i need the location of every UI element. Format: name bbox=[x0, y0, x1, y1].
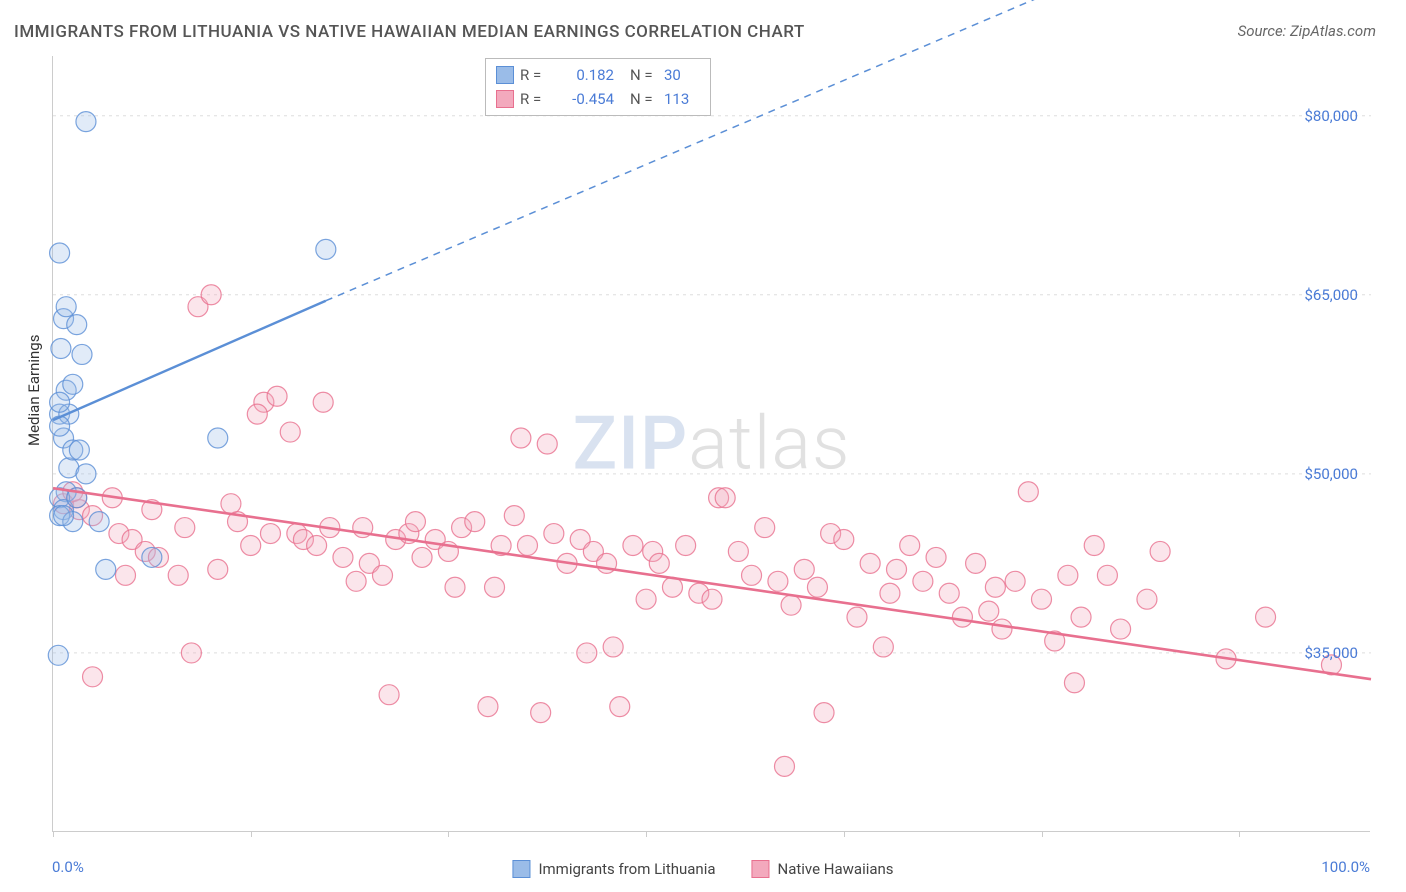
swatch-icon bbox=[512, 860, 530, 878]
r-value: -0.454 bbox=[554, 90, 614, 108]
legend-row-series-0: R = 0.182 N = 30 bbox=[496, 63, 700, 87]
y-tick-label: $80,000 bbox=[1304, 107, 1358, 125]
n-value: 113 bbox=[664, 90, 700, 108]
n-value: 30 bbox=[664, 66, 700, 84]
series-legend: Immigrants from Lithuania Native Hawaiia… bbox=[512, 860, 893, 878]
n-label: N = bbox=[630, 66, 658, 84]
y-tick-label: $35,000 bbox=[1304, 644, 1358, 662]
legend-row-series-1: R = -0.454 N = 113 bbox=[496, 87, 700, 111]
x-tick-mark bbox=[53, 831, 54, 837]
swatch-icon bbox=[496, 66, 514, 84]
legend-item-1: Native Hawaiians bbox=[752, 860, 894, 878]
swatch-icon bbox=[752, 860, 770, 878]
x-tick-min: 0.0% bbox=[52, 858, 84, 876]
y-axis-label: Median Earnings bbox=[25, 335, 43, 446]
chart-title: IMMIGRANTS FROM LITHUANIA VS NATIVE HAWA… bbox=[14, 22, 805, 42]
plot-area: ZIPatlas $35,000$50,000$65,000$80,000 bbox=[52, 56, 1370, 832]
y-tick-label: $65,000 bbox=[1304, 286, 1358, 304]
chart-container: IMMIGRANTS FROM LITHUANIA VS NATIVE HAWA… bbox=[0, 0, 1406, 892]
x-tick-mark bbox=[1239, 831, 1240, 837]
chart-svg bbox=[53, 56, 1371, 832]
legend-item-0: Immigrants from Lithuania bbox=[512, 860, 715, 878]
legend-label: Immigrants from Lithuania bbox=[538, 860, 715, 878]
r-label: R = bbox=[520, 90, 548, 108]
y-tick-label: $50,000 bbox=[1304, 465, 1358, 483]
r-label: R = bbox=[520, 66, 548, 84]
x-tick-mark bbox=[646, 831, 647, 837]
x-tick-max: 100.0% bbox=[1321, 858, 1370, 876]
swatch-icon bbox=[496, 90, 514, 108]
x-tick-mark bbox=[1042, 831, 1043, 837]
x-tick-mark bbox=[844, 831, 845, 837]
r-value: 0.182 bbox=[554, 66, 614, 84]
legend-label: Native Hawaiians bbox=[778, 860, 894, 878]
x-tick-mark bbox=[251, 831, 252, 837]
x-tick-mark bbox=[448, 831, 449, 837]
n-label: N = bbox=[630, 90, 658, 108]
correlation-legend: R = 0.182 N = 30 R = -0.454 N = 113 bbox=[485, 58, 711, 116]
source-attribution: Source: ZipAtlas.com bbox=[1238, 22, 1376, 40]
